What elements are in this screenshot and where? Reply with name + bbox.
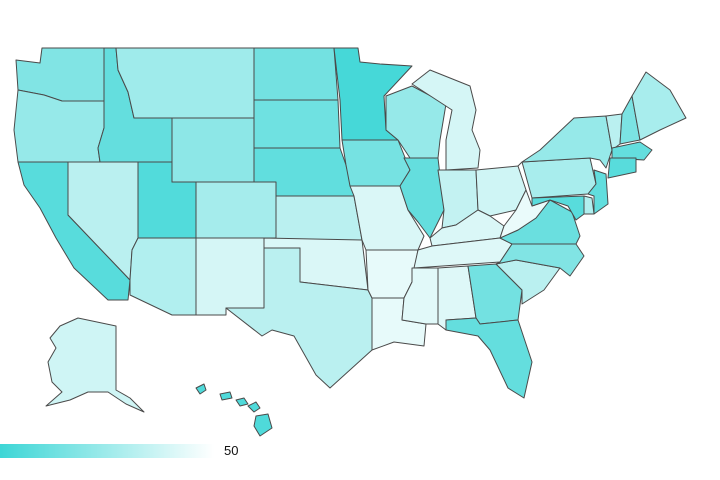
state-tx[interactable]	[225, 247, 373, 389]
state-mi[interactable]	[411, 69, 481, 171]
state-me[interactable]	[631, 71, 687, 141]
state-ia[interactable]	[341, 139, 411, 187]
state-hi-island-1[interactable]	[195, 383, 207, 395]
state-nd[interactable]	[253, 47, 339, 101]
state-az[interactable]	[129, 237, 197, 316]
state-fl[interactable]	[445, 317, 533, 399]
state-co[interactable]	[195, 181, 277, 239]
state-pa[interactable]	[521, 157, 597, 199]
state-de[interactable]	[583, 195, 595, 215]
state-ct[interactable]	[607, 157, 637, 179]
state-hi-island-2[interactable]	[219, 391, 233, 401]
state-hi[interactable]	[195, 383, 273, 437]
state-hi-island-5[interactable]	[253, 413, 273, 437]
state-wy[interactable]	[171, 117, 255, 183]
state-nm[interactable]	[195, 237, 265, 316]
legend-max-label: 50	[224, 443, 239, 458]
state-hi-island-4[interactable]	[247, 401, 261, 413]
state-nj[interactable]	[587, 169, 609, 215]
state-md[interactable]	[531, 195, 585, 221]
legend-color-bar	[0, 444, 214, 458]
state-or[interactable]	[13, 89, 105, 163]
state-hi-island-3[interactable]	[235, 397, 249, 407]
state-ma[interactable]	[611, 141, 653, 161]
state-mt[interactable]	[115, 47, 255, 119]
state-ak[interactable]	[45, 317, 145, 413]
state-ks[interactable]	[275, 195, 363, 241]
state-mn[interactable]	[333, 47, 413, 141]
state-sd[interactable]	[253, 99, 341, 149]
